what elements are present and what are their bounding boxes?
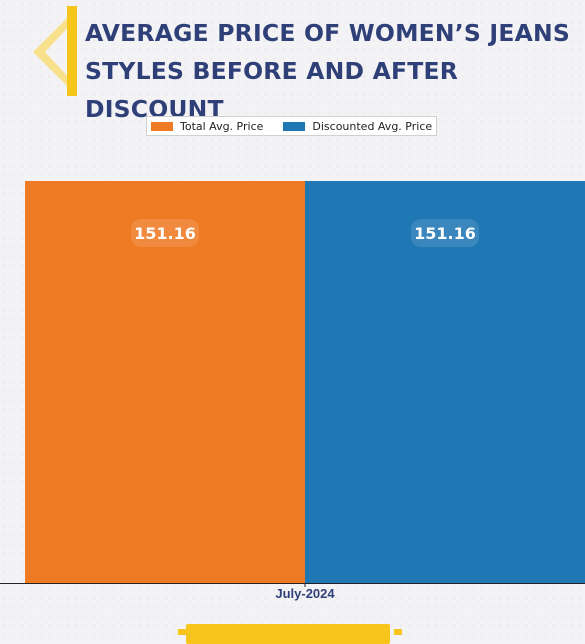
title-line-1: AVERAGE PRICE OF WOMEN’S JEANS	[85, 19, 571, 47]
bar-discounted	[305, 181, 585, 583]
legend-item-discounted: Discounted Avg. Price	[283, 120, 432, 133]
legend-item-total: Total Avg. Price	[151, 120, 263, 133]
bar-total	[25, 181, 305, 583]
data-label-bg	[131, 219, 199, 247]
bottom-banner	[186, 624, 390, 644]
data-label: 151.16	[414, 224, 476, 243]
title-accent-bar	[67, 6, 77, 96]
x-tick-label: July-2024	[275, 586, 335, 601]
legend-swatch-total	[151, 121, 173, 131]
data-label: 151.16	[134, 224, 196, 243]
chart-legend: Total Avg. Price Discounted Avg. Price	[146, 116, 438, 136]
bottom-decor-left	[178, 629, 186, 635]
chart-title: AVERAGE PRICE OF WOMEN’S JEANS STYLES BE…	[85, 14, 580, 128]
legend-label-total: Total Avg. Price	[180, 119, 264, 133]
bottom-decor-right	[394, 629, 402, 635]
data-label-bg	[411, 219, 479, 247]
legend-swatch-discounted	[283, 121, 306, 131]
legend-label-discounted: Discounted Avg. Price	[312, 119, 433, 133]
